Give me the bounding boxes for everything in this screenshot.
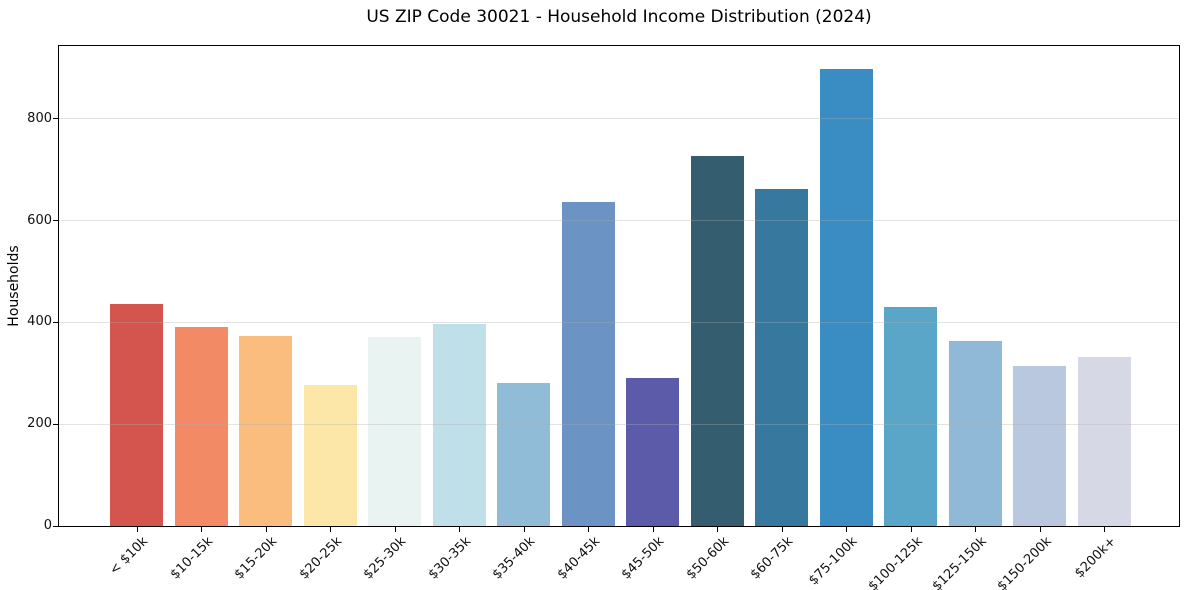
x-tick-mark: [1104, 527, 1106, 532]
gridline: [59, 321, 1179, 323]
x-tick-label: $20-25k: [296, 534, 345, 583]
bar: [497, 383, 551, 526]
bar: [174, 326, 228, 526]
x-tick-label: $50-60k: [683, 534, 732, 583]
x-tick-label: $10-15k: [167, 534, 216, 583]
x-tick-mark: [394, 527, 396, 532]
x-tick-mark: [717, 527, 719, 532]
x-tick-mark: [846, 527, 848, 532]
x-tick-label: $200k+: [1071, 534, 1119, 582]
bar: [626, 378, 680, 526]
x-tick-label: $125-150k: [929, 534, 990, 590]
x-tick-mark: [330, 527, 332, 532]
chart-title: US ZIP Code 30021 - Household Income Dis…: [366, 7, 872, 27]
x-tick-mark: [1039, 527, 1041, 532]
x-tick-mark: [975, 527, 977, 532]
x-tick-mark: [910, 527, 912, 532]
x-tick-label: $30-35k: [425, 534, 474, 583]
x-tick-mark: [652, 527, 654, 532]
y-tick-mark: [53, 525, 58, 527]
bar: [755, 189, 809, 526]
bar: [432, 323, 486, 526]
y-tick-mark: [53, 118, 58, 120]
bar: [948, 340, 1002, 526]
bar: [819, 69, 873, 526]
gridline: [59, 220, 1179, 222]
bar: [110, 304, 164, 526]
x-tick-mark: [201, 527, 203, 532]
bar: [368, 336, 422, 526]
x-tick-label: $60-75k: [747, 534, 797, 583]
y-tick-label: 600: [27, 212, 52, 228]
gridline: [59, 118, 1179, 120]
y-tick-mark: [53, 423, 58, 425]
y-tick-label: 400: [27, 314, 52, 330]
y-tick-mark: [53, 220, 58, 222]
x-tick-mark: [523, 527, 525, 532]
bar: [884, 306, 938, 526]
x-tick-mark: [781, 527, 783, 532]
y-tick-label: 200: [27, 416, 52, 432]
bar: [690, 155, 744, 526]
bar: [1077, 357, 1131, 526]
x-tick-label: $45-50k: [618, 534, 668, 583]
x-tick-label: $75-100k: [806, 534, 861, 589]
x-tick-mark: [588, 527, 590, 532]
x-tick-label: $15-20k: [231, 534, 281, 583]
x-tick-mark: [136, 527, 138, 532]
bar: [239, 335, 293, 526]
x-tick-label: $100-125k: [865, 534, 926, 590]
y-tick-label: 0: [43, 518, 52, 533]
bar: [1013, 366, 1067, 526]
x-tick-mark: [459, 527, 461, 532]
bar: [561, 201, 615, 526]
plot-area: [58, 45, 1180, 527]
x-tick-label: $40-45k: [554, 534, 603, 583]
bar: [303, 384, 357, 526]
gridline: [59, 423, 1179, 425]
x-tick-label: $150-200k: [994, 534, 1055, 590]
x-tick-label: $25-30k: [360, 534, 410, 583]
y-tick-mark: [53, 321, 58, 323]
x-tick-label: < $10k: [107, 534, 152, 579]
x-tick-mark: [265, 527, 267, 532]
y-tick-label: 800: [27, 110, 52, 126]
x-tick-label: $35-40k: [489, 534, 539, 583]
